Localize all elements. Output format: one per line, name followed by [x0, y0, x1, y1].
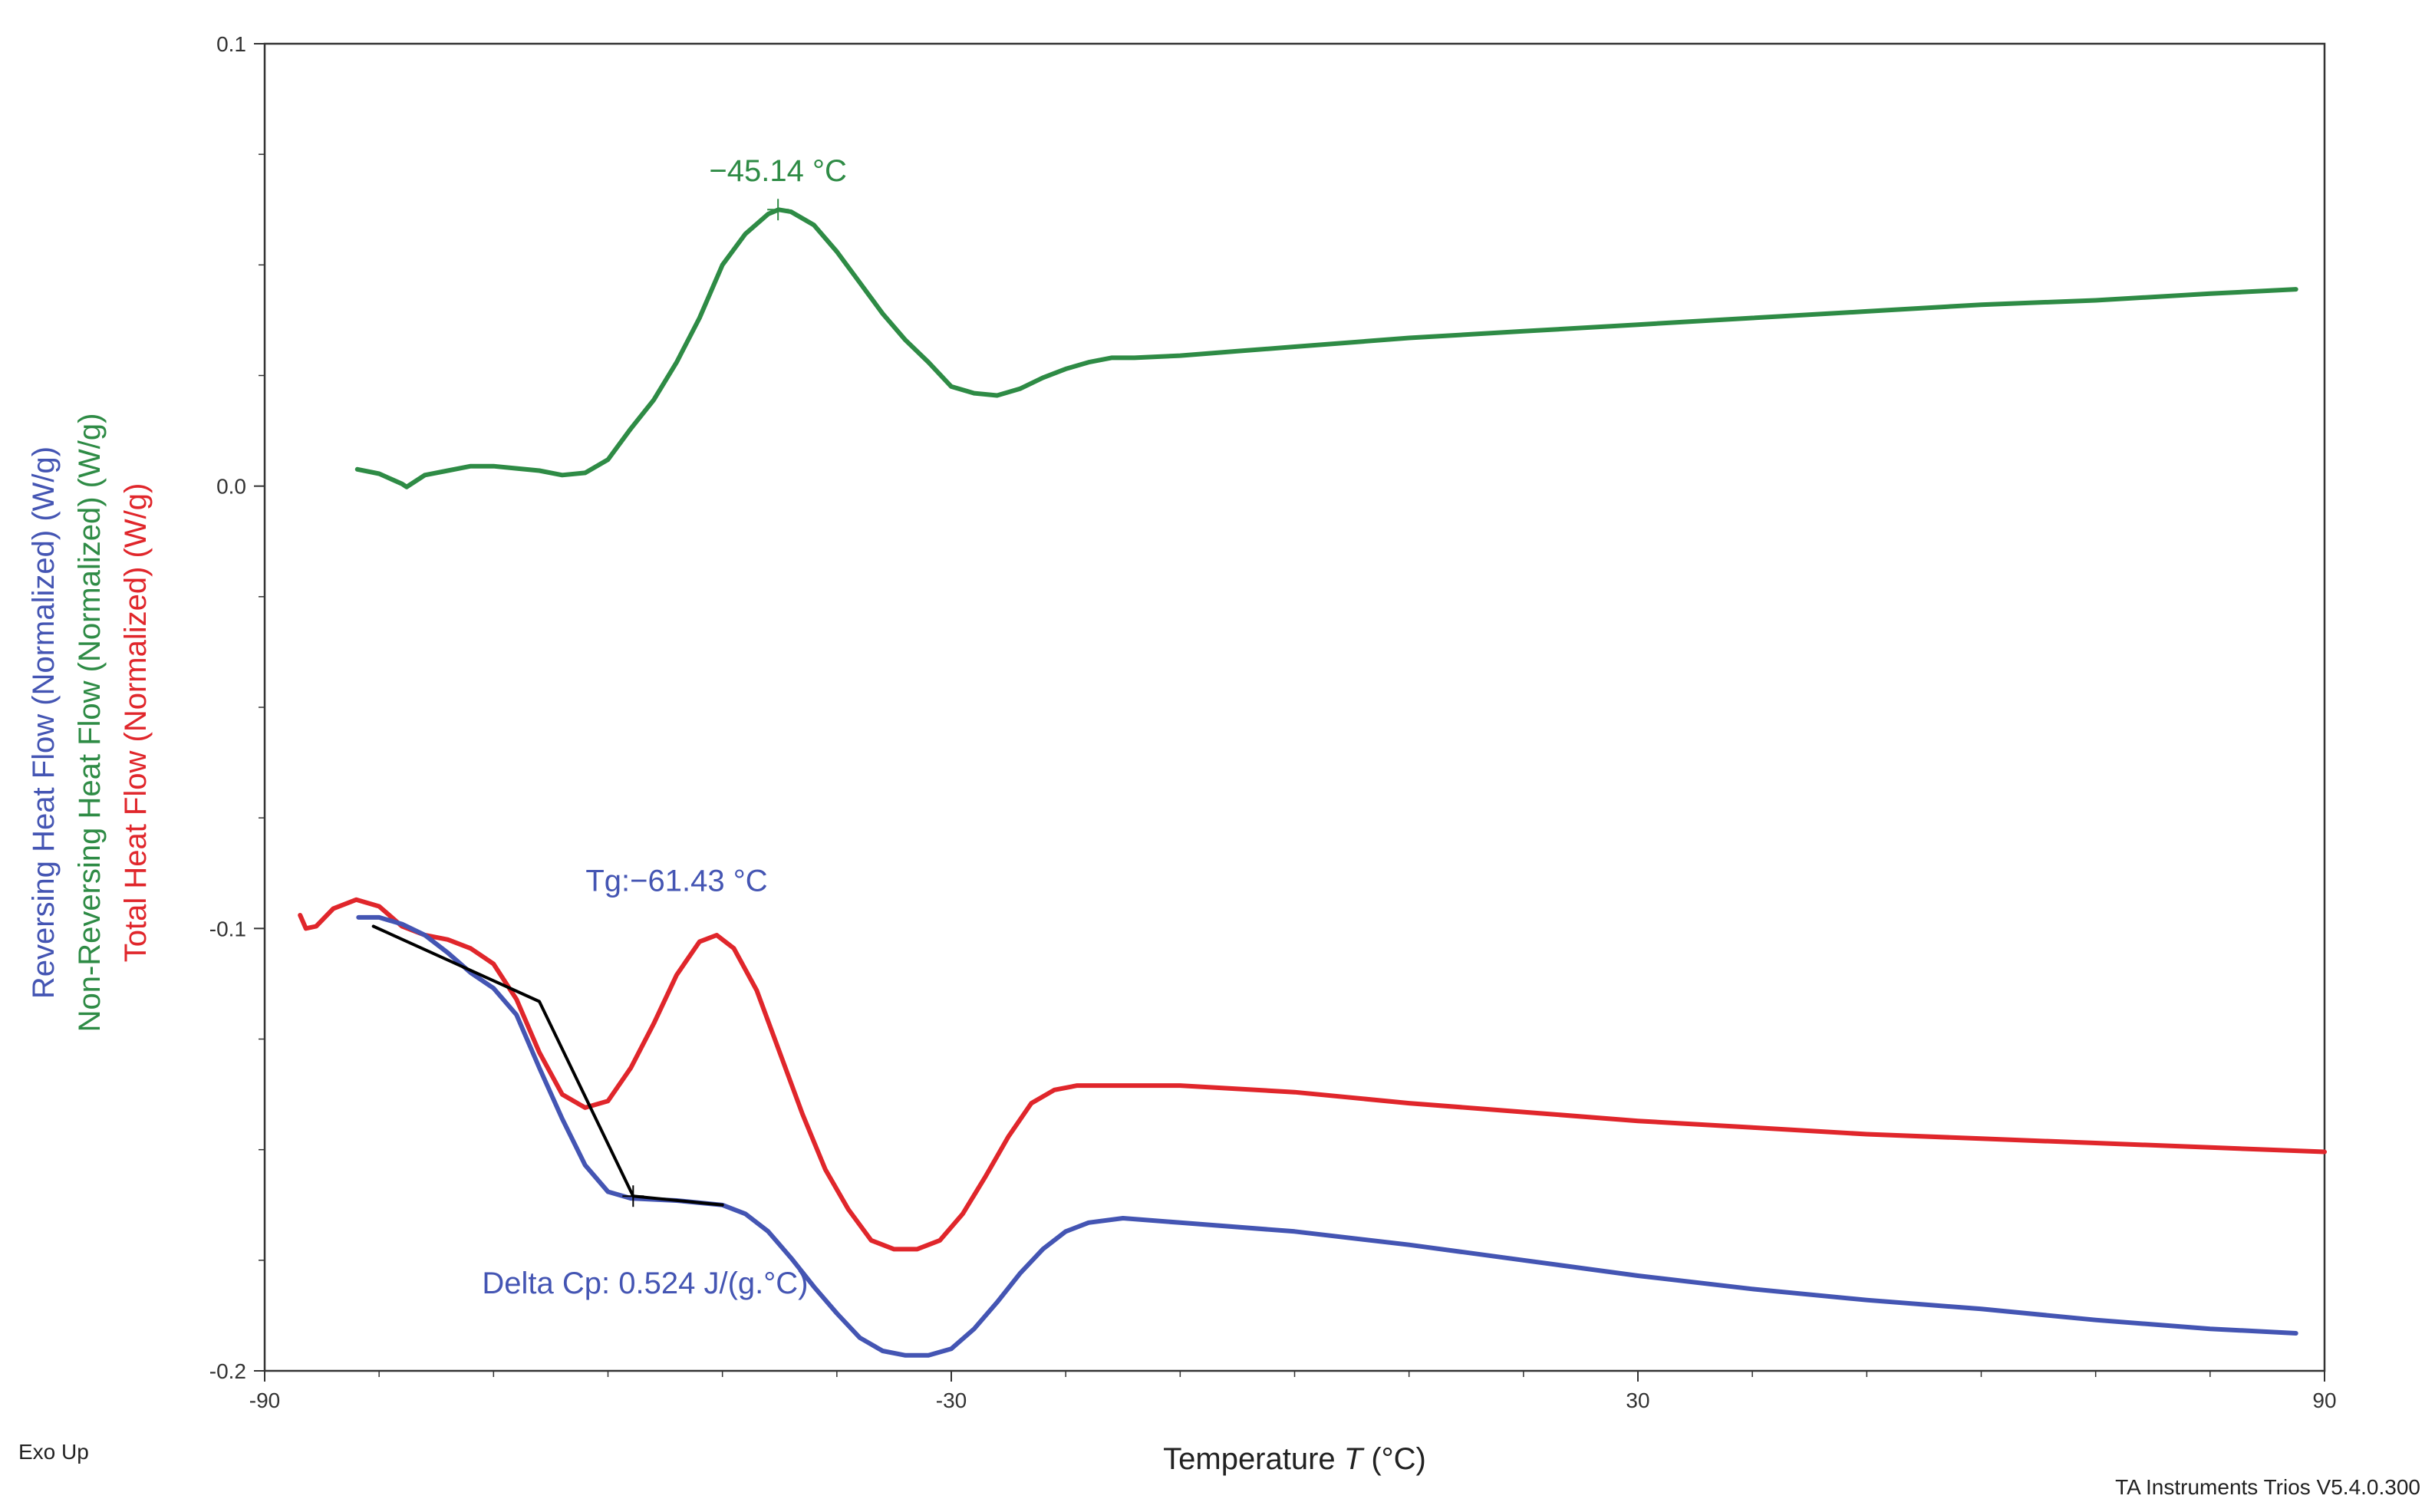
y-tick-label: 0.0: [216, 475, 246, 499]
x-tick-label: -30: [936, 1388, 967, 1412]
x-axis-title-unit: (°C): [1362, 1442, 1426, 1476]
y-axis-title-2: Total Heat Flow (Normalized) (W/g): [119, 483, 153, 963]
annotations: −45.14 °C Tg:−61.43 °C Delta Cp: 0.524 J/(…: [482, 154, 846, 1300]
series-line-0: [354, 207, 2298, 489]
y-tick-label: -0.2: [209, 1359, 246, 1383]
y-axis-labels: Reversing Heat Flow (Normalized) (W/g) No…: [27, 413, 153, 1033]
x-axis-title-variable: T: [1344, 1442, 1365, 1476]
y-axis-title-0: Reversing Heat Flow (Normalized) (W/g): [27, 446, 61, 999]
series-lines: [298, 207, 2327, 1358]
series-line-1: [298, 897, 2327, 1252]
y-tick-label: 0.1: [216, 32, 246, 56]
annotation-label: −45.14 °C: [709, 154, 846, 188]
y-tick-label: -0.1: [209, 917, 246, 940]
axis-ticks: -90 -30 30 90 -0.2 -0.1 0.0 0.1: [209, 32, 2337, 1412]
annotation-label: Delta Cp: 0.524 J/(g.°C): [482, 1267, 808, 1300]
x-axis-title-main: Temperature: [1163, 1442, 1344, 1476]
exo-up-label: Exo Up: [18, 1440, 89, 1464]
x-tick-label: -90: [249, 1388, 280, 1412]
x-axis-title: Temperature T (°C): [1163, 1442, 1426, 1476]
y-axis-title-1: Non-Reversing Heat Flow (Normalized) (W/…: [73, 413, 107, 1033]
x-tick-label: 30: [1626, 1388, 1649, 1412]
x-tick-label: 90: [2312, 1388, 2336, 1412]
series-line-3: [371, 924, 724, 1207]
software-version-label: TA Instruments Trios V5.4.0.300: [2115, 1475, 2420, 1499]
series-line-2: [356, 914, 2298, 1358]
peak-markers: [622, 199, 789, 1207]
annotation-label: Tg:−61.43 °C: [585, 864, 767, 898]
